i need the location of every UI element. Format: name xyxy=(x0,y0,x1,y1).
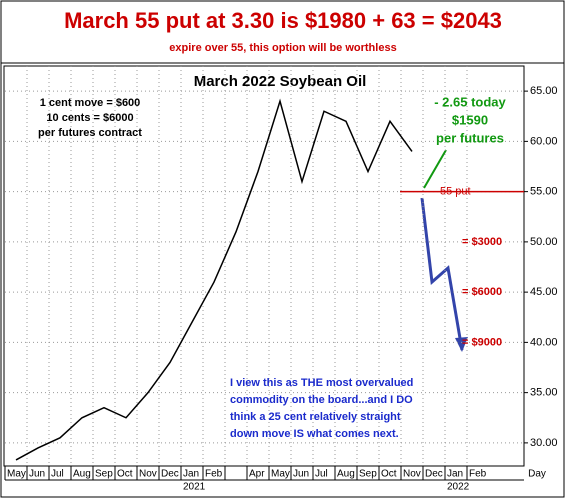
level-label: = $6000 xyxy=(462,286,502,298)
x-tick-label: Aug xyxy=(337,469,355,480)
x-tick-label: Oct xyxy=(117,469,133,480)
year-label: 2021 xyxy=(183,482,206,493)
chart-subtitle: expire over 55, this option will be wort… xyxy=(169,42,396,54)
chart-title: March 55 put at 3.30 is $1980 + 63 = $20… xyxy=(64,8,502,33)
arrow-head xyxy=(455,337,468,352)
y-tick-label: 35.00 xyxy=(530,387,558,399)
x-tick-label: May xyxy=(271,469,290,480)
y-tick-label: 50.00 xyxy=(530,236,558,248)
x-tick-label: Jun xyxy=(29,469,45,480)
y-tick-label: 65.00 xyxy=(530,85,558,97)
x-tick-label: Nov xyxy=(403,469,421,480)
x-tick-label: Jan xyxy=(183,469,199,480)
x-tick-label: Jul xyxy=(51,469,64,480)
x-tick-label: Sep xyxy=(359,469,377,480)
note-view: think a 25 cent relatively straight xyxy=(230,411,401,423)
y-tick-label: 60.00 xyxy=(530,135,558,147)
put-label: 55 put xyxy=(440,186,471,198)
x-unit-label: Day xyxy=(528,469,546,480)
note-today: $1590 xyxy=(452,112,488,127)
x-tick-label: Oct xyxy=(381,469,397,480)
x-tick-label: Feb xyxy=(205,469,223,480)
x-tick-label: Dec xyxy=(161,469,179,480)
x-tick-label: Dec xyxy=(425,469,443,480)
plot-area xyxy=(3,65,525,467)
note-view: commodity on the board...and I DO xyxy=(230,394,413,406)
note-left: 10 cents = $6000 xyxy=(46,112,133,124)
x-tick-label: Aug xyxy=(73,469,91,480)
x-tick-label: Jul xyxy=(315,469,328,480)
note-view: I view this as THE most overvalued xyxy=(230,377,413,389)
x-tick-label: Apr xyxy=(249,469,265,480)
today-pointer xyxy=(423,149,447,189)
x-tick-label: Jan xyxy=(447,469,463,480)
level-label: = $3000 xyxy=(462,236,502,248)
x-tick-label: May xyxy=(7,469,26,480)
level-label: = $9000 xyxy=(462,336,502,348)
projection-arrow xyxy=(420,197,464,351)
plot-title: March 2022 Soybean Oil xyxy=(194,73,367,90)
price-line xyxy=(15,98,413,461)
note-today: - 2.65 today xyxy=(434,94,506,109)
x-tick-label: Jun xyxy=(293,469,309,480)
x-tick-label: Feb xyxy=(469,469,487,480)
x-tick-label: Nov xyxy=(139,469,157,480)
note-left: 1 cent move = $600 xyxy=(40,97,141,109)
note-today: per futures xyxy=(436,130,504,145)
note-left: per futures contract xyxy=(38,127,142,139)
y-tick-label: 30.00 xyxy=(530,437,558,449)
y-tick-label: 55.00 xyxy=(530,186,558,198)
year-label: 2022 xyxy=(447,482,470,493)
note-view: down move IS what comes next. xyxy=(230,428,399,440)
y-tick-label: 45.00 xyxy=(530,286,558,298)
x-tick-label: Sep xyxy=(95,469,113,480)
y-tick-label: 40.00 xyxy=(530,336,558,348)
